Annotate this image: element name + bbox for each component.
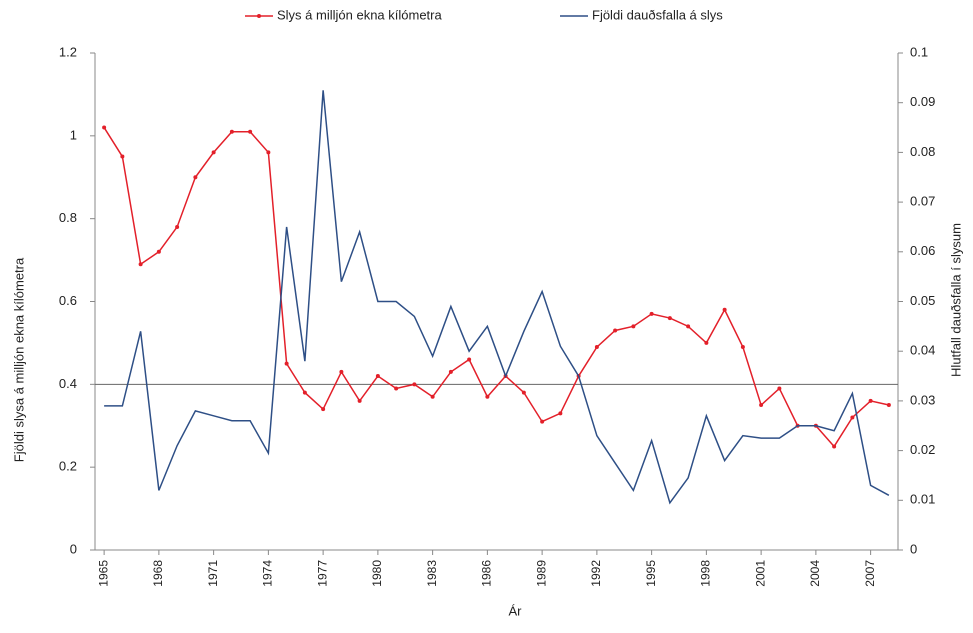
x-tick-label: 1989 <box>534 560 548 587</box>
y-tick-label: 0.6 <box>59 293 77 308</box>
y2-tick-label: 0.08 <box>910 144 935 159</box>
y-axis-label: Fjöldi slysa á milljón ekna kílómetra <box>11 257 26 462</box>
point <box>850 415 855 420</box>
legend-label: Slys á milljón ekna kílómetra <box>277 7 442 22</box>
y2-tick-label: 0 <box>910 541 917 556</box>
point <box>284 361 289 366</box>
x-axis-label: Ár <box>509 603 523 618</box>
point <box>686 324 691 329</box>
y-tick-label: 1 <box>70 127 77 142</box>
point <box>229 129 234 134</box>
point <box>704 340 709 345</box>
y2-tick-label: 0.05 <box>910 293 935 308</box>
point <box>631 324 636 329</box>
legend-label: Fjöldi dauðsfalla á slys <box>592 7 723 22</box>
point <box>649 311 654 316</box>
point <box>430 394 435 399</box>
point <box>302 390 307 395</box>
point <box>211 150 216 155</box>
point <box>394 386 399 391</box>
point <box>448 369 453 374</box>
x-tick-label: 1998 <box>699 560 713 587</box>
point <box>777 386 782 391</box>
x-tick-label: 2001 <box>753 560 767 587</box>
point <box>832 444 837 449</box>
point <box>868 398 873 403</box>
point <box>120 154 125 159</box>
point <box>138 262 143 267</box>
y2-axis-label: Hlutfall dauðsfalla í slysum <box>948 223 963 377</box>
y-tick-label: 1.2 <box>59 44 77 59</box>
point <box>594 345 599 350</box>
y2-tick-label: 0.02 <box>910 442 935 457</box>
point <box>321 407 326 412</box>
y-tick-label: 0.4 <box>59 376 77 391</box>
point <box>156 249 161 254</box>
point <box>467 357 472 362</box>
point <box>722 307 727 312</box>
y-tick-label: 0.8 <box>59 210 77 225</box>
x-tick-label: 1971 <box>206 560 220 587</box>
y2-tick-label: 0.03 <box>910 392 935 407</box>
x-tick-label: 1992 <box>589 560 603 587</box>
x-tick-label: 1986 <box>480 560 494 587</box>
y2-tick-label: 0.07 <box>910 194 935 209</box>
point <box>740 345 745 350</box>
x-tick-label: 1983 <box>425 560 439 587</box>
x-tick-label: 1977 <box>315 560 329 587</box>
legend-marker <box>257 14 261 18</box>
x-tick-label: 2004 <box>808 560 822 587</box>
point <box>248 129 253 134</box>
x-tick-label: 2007 <box>863 560 877 587</box>
x-tick-label: 1995 <box>644 560 658 587</box>
series-line <box>104 90 890 505</box>
point <box>266 150 271 155</box>
y-tick-label: 0 <box>70 541 77 556</box>
point <box>193 175 198 180</box>
x-tick-label: 1965 <box>96 560 110 587</box>
series-line <box>103 127 890 448</box>
point <box>375 374 380 379</box>
point <box>412 382 417 387</box>
point <box>339 369 344 374</box>
point <box>613 328 618 333</box>
point <box>521 390 526 395</box>
x-tick-label: 1968 <box>151 560 165 587</box>
point <box>485 394 490 399</box>
y2-tick-label: 0.09 <box>910 94 935 109</box>
point <box>759 403 764 408</box>
y2-tick-label: 0.04 <box>910 343 935 358</box>
point <box>540 419 545 424</box>
point <box>667 316 672 321</box>
y-tick-label: 0.2 <box>59 459 77 474</box>
point <box>886 403 891 408</box>
point <box>175 224 180 229</box>
x-tick-label: 1974 <box>261 560 275 587</box>
point <box>558 411 563 416</box>
y2-tick-label: 0.1 <box>910 44 928 59</box>
y2-tick-label: 0.06 <box>910 243 935 258</box>
y2-tick-label: 0.01 <box>910 492 935 507</box>
x-tick-label: 1980 <box>370 560 384 587</box>
point <box>102 125 107 130</box>
point <box>357 398 362 403</box>
